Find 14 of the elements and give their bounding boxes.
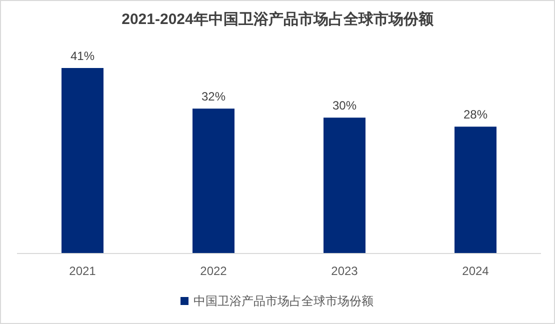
bar [192,108,234,253]
bar [62,68,104,253]
x-tick-label: 2024 [462,264,490,278]
data-label: 28% [463,108,488,122]
bar [454,126,496,253]
legend-label: 中国卫浴产品市场占全球市场份额 [194,294,374,308]
chart-title: 2021-2024年中国卫浴产品市场占全球市场份额 [122,10,434,28]
x-tick-label: 2021 [69,264,96,278]
data-label: 32% [201,90,226,104]
x-tick-label: 2022 [200,264,228,278]
data-label: 41% [70,49,95,63]
data-label: 30% [332,98,357,113]
x-tick-label: 2023 [331,264,358,278]
bar [324,118,366,253]
